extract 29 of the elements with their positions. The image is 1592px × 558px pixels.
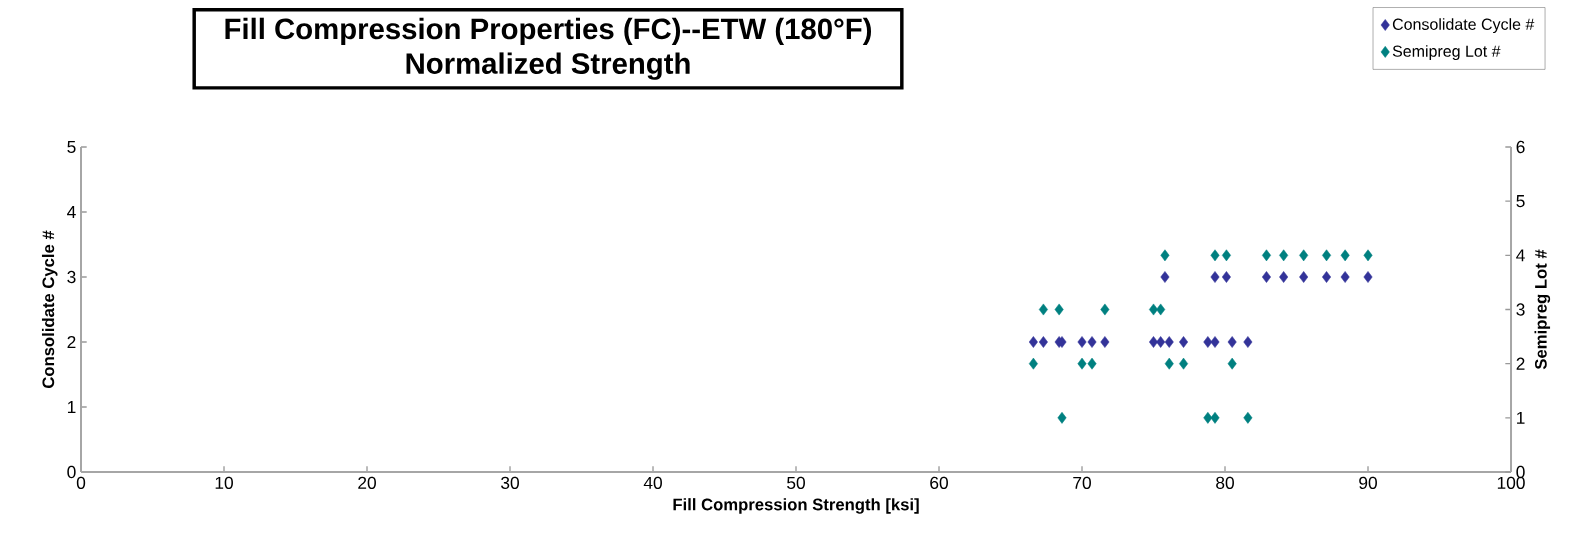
x-tick-label: 50	[787, 476, 805, 489]
x-tick-label: 30	[501, 476, 519, 489]
x-tick-label: 70	[1073, 476, 1091, 489]
y2-tick-label: 3	[1516, 303, 1525, 316]
y2-tick-label: 6	[1516, 140, 1525, 154]
y-tick-label: 0	[67, 465, 76, 479]
x-tick-label: 80	[1216, 476, 1234, 489]
x-tick-label: 0	[76, 476, 86, 489]
y-tick-label: 5	[67, 140, 76, 154]
legend-label: Consolidate Cycle #	[1392, 18, 1535, 34]
y2-tick-label: 2	[1516, 357, 1525, 370]
chart-title: Fill Compression Properties (FC)--ETW (180°F)	[225, 17, 872, 46]
x-tick-label: 90	[1359, 476, 1377, 489]
y2-tick-label: 1	[1517, 411, 1525, 424]
x-tick-label: 10	[215, 476, 233, 489]
y2-tick-label: 5	[1516, 195, 1525, 208]
x-tick-label: 40	[643, 476, 662, 489]
x-axis-title: Fill Compression Strength [ksi]	[673, 498, 919, 514]
x-tick-label: 20	[358, 476, 376, 489]
x-tick-label: 60	[930, 476, 948, 489]
legend-label: Semipreg Lot #	[1392, 45, 1501, 61]
chart-subtitle: Normalized Strength	[406, 52, 690, 80]
y-tick-label: 1	[67, 401, 76, 413]
y2-tick-label: 4	[1516, 249, 1525, 262]
y-tick-label: 3	[67, 270, 76, 284]
y-tick-label: 2	[67, 335, 76, 349]
y-tick-label: 4	[67, 206, 76, 218]
y-axis-title: Consolidate Cycle #	[41, 230, 58, 389]
y2-axis-title: Semipreg Lot #	[1534, 249, 1551, 370]
